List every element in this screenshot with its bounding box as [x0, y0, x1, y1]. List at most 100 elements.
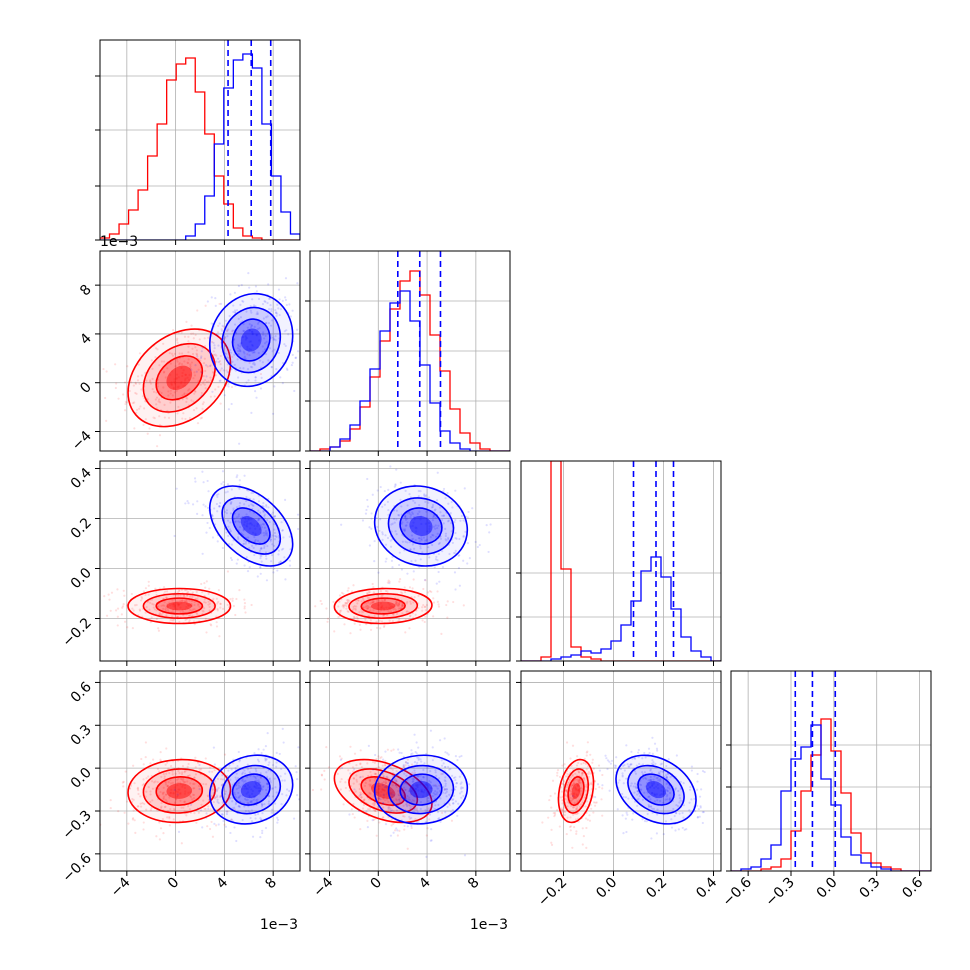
histogram-series-0	[731, 718, 931, 871]
sample-point	[152, 758, 155, 761]
sample-point	[179, 799, 182, 802]
sample-point	[668, 798, 672, 802]
sample-point	[646, 812, 649, 816]
sample-point	[434, 804, 437, 807]
sample-point	[281, 779, 284, 782]
sample-point	[216, 800, 219, 803]
sample-point	[464, 530, 467, 533]
sample-point	[270, 811, 273, 814]
sample-point	[191, 352, 195, 356]
sample-point	[205, 364, 208, 367]
sample-point	[294, 356, 298, 359]
sample-point	[408, 817, 411, 820]
sample-point	[147, 580, 150, 583]
contour-level-3	[166, 783, 193, 799]
sample-point	[379, 590, 383, 593]
y-tick-label: 0.0	[68, 565, 95, 592]
sample-point	[166, 784, 169, 788]
sample-point	[422, 587, 425, 591]
sample-point	[259, 372, 263, 376]
sample-point	[236, 346, 239, 350]
sample-point	[381, 802, 385, 805]
sample-point	[440, 759, 443, 762]
sample-point	[254, 767, 257, 771]
sample-point	[460, 787, 463, 790]
sample-point	[573, 801, 576, 804]
sample-point	[218, 635, 221, 638]
sample-point	[438, 541, 441, 545]
sample-point	[410, 816, 413, 820]
sample-point	[425, 494, 428, 497]
sample-point	[281, 793, 284, 796]
y-tick-label: −4	[69, 428, 95, 454]
sample-point	[435, 785, 438, 788]
sample-point	[159, 827, 163, 830]
sample-point	[194, 773, 198, 776]
sample-point	[576, 778, 579, 781]
sample-point	[210, 624, 213, 627]
sample-point	[387, 800, 390, 803]
sample-point	[181, 599, 184, 602]
sample-point	[556, 768, 560, 772]
sample-point	[573, 805, 576, 808]
sample-point	[251, 366, 254, 369]
sample-point	[257, 297, 261, 301]
sample-point	[380, 595, 383, 598]
sample-point	[579, 793, 583, 796]
sample-point	[560, 808, 564, 812]
sample-point	[655, 747, 659, 750]
panel-frame	[309, 670, 511, 872]
sample-point	[638, 795, 641, 798]
sample-point	[438, 739, 442, 742]
sample-point	[182, 777, 185, 781]
sample-point	[326, 549, 328, 551]
sample-point	[362, 803, 366, 807]
sample-point	[444, 780, 447, 783]
sample-point	[270, 324, 273, 327]
sample-point	[632, 785, 635, 788]
sample-point	[418, 510, 421, 513]
sample-point	[636, 804, 639, 808]
sample-point	[211, 390, 214, 393]
sample-point	[359, 791, 362, 794]
sample-point	[358, 787, 361, 791]
sample-point	[696, 815, 700, 819]
sample-point	[190, 332, 193, 335]
sample-point	[271, 787, 274, 790]
sample-point	[682, 804, 686, 807]
sample-point	[367, 601, 370, 604]
sample-point	[403, 824, 406, 828]
sample-point	[379, 485, 382, 489]
sample-point	[137, 788, 140, 792]
sample-point	[224, 790, 227, 793]
sample-point	[270, 554, 274, 557]
sample-point	[164, 608, 167, 611]
sample-point	[638, 762, 641, 765]
sample-point	[648, 795, 651, 798]
sample-point	[401, 603, 404, 606]
sample-point	[149, 601, 152, 604]
sample-point	[601, 814, 604, 817]
sample-point	[578, 771, 581, 774]
sample-point	[394, 484, 397, 487]
sample-point	[162, 586, 166, 589]
sample-point	[403, 772, 406, 775]
sample-point	[415, 808, 419, 812]
sample-point	[342, 606, 345, 609]
sample-point	[204, 304, 207, 307]
sample-point	[196, 422, 200, 425]
sample-point	[618, 779, 621, 782]
sample-point	[235, 597, 238, 601]
sample-point	[471, 507, 474, 510]
y-tick-label: 0.2	[68, 515, 95, 542]
sample-point	[229, 796, 232, 799]
sample-point	[235, 506, 239, 509]
sample-point	[168, 351, 171, 355]
sample-point	[221, 774, 224, 777]
sample-point	[232, 604, 235, 608]
sample-point	[433, 509, 436, 512]
sample-point	[305, 784, 307, 786]
sample-point	[261, 302, 265, 306]
sample-point	[208, 770, 211, 773]
sample-point	[237, 781, 241, 784]
